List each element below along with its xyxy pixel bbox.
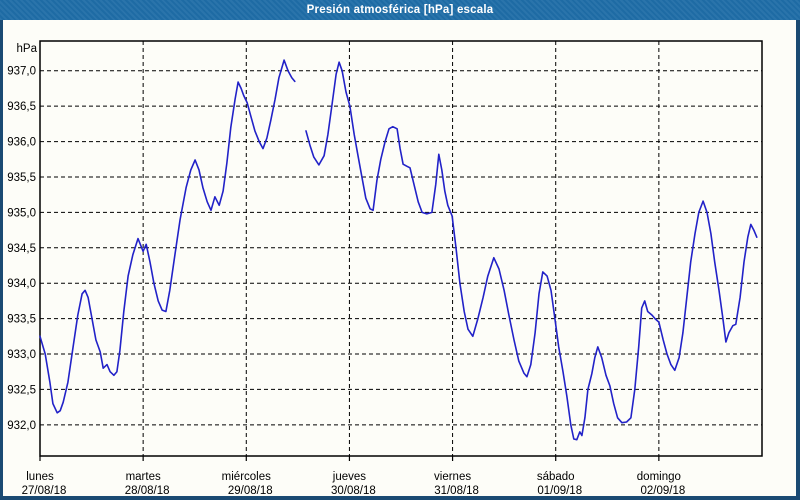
y-tick-label: 933,5 xyxy=(7,314,36,326)
window-border-bottom xyxy=(0,496,800,500)
y-tick-label: 936,5 xyxy=(7,101,36,113)
day-name-label: martes xyxy=(126,471,161,483)
day-name-label: miércoles xyxy=(222,471,271,483)
chart-title-bar: Presión atmosférica [hPa] escala xyxy=(0,0,800,20)
y-tick-label: 932,5 xyxy=(7,384,36,396)
pressure-line xyxy=(39,59,296,414)
day-name-label: sábado xyxy=(537,471,575,483)
day-date-label: 27/08/18 xyxy=(22,485,67,497)
y-tick-label: 935,0 xyxy=(7,207,36,219)
day-date-label: 31/08/18 xyxy=(434,485,479,497)
window-border-left xyxy=(0,20,3,500)
day-name-label: viernes xyxy=(434,471,471,483)
y-tick-label: 935,5 xyxy=(7,172,36,184)
day-date-label: 29/08/18 xyxy=(228,485,273,497)
y-tick-label: 936,0 xyxy=(7,137,36,149)
y-tick-label: 932,0 xyxy=(7,420,36,432)
window-border-right xyxy=(796,20,800,500)
y-tick-label: 933,0 xyxy=(7,349,36,361)
day-date-label: 30/08/18 xyxy=(331,485,376,497)
y-tick-label: 934,5 xyxy=(7,243,36,255)
y-tick-label: 934,0 xyxy=(7,278,36,290)
y-axis-unit-label: hPa xyxy=(17,43,38,55)
day-date-label: 01/09/18 xyxy=(537,485,582,497)
plot-border xyxy=(39,40,763,457)
chart-title: Presión atmosférica [hPa] escala xyxy=(306,4,494,16)
day-name-label: lunes xyxy=(26,471,54,483)
day-date-label: 28/08/18 xyxy=(125,485,170,497)
day-date-label: 02/09/18 xyxy=(640,485,685,497)
pressure-line xyxy=(305,61,758,441)
day-name-label: domingo xyxy=(637,471,681,483)
day-name-label: jueves xyxy=(332,471,366,483)
y-tick-label: 937,0 xyxy=(7,66,36,78)
